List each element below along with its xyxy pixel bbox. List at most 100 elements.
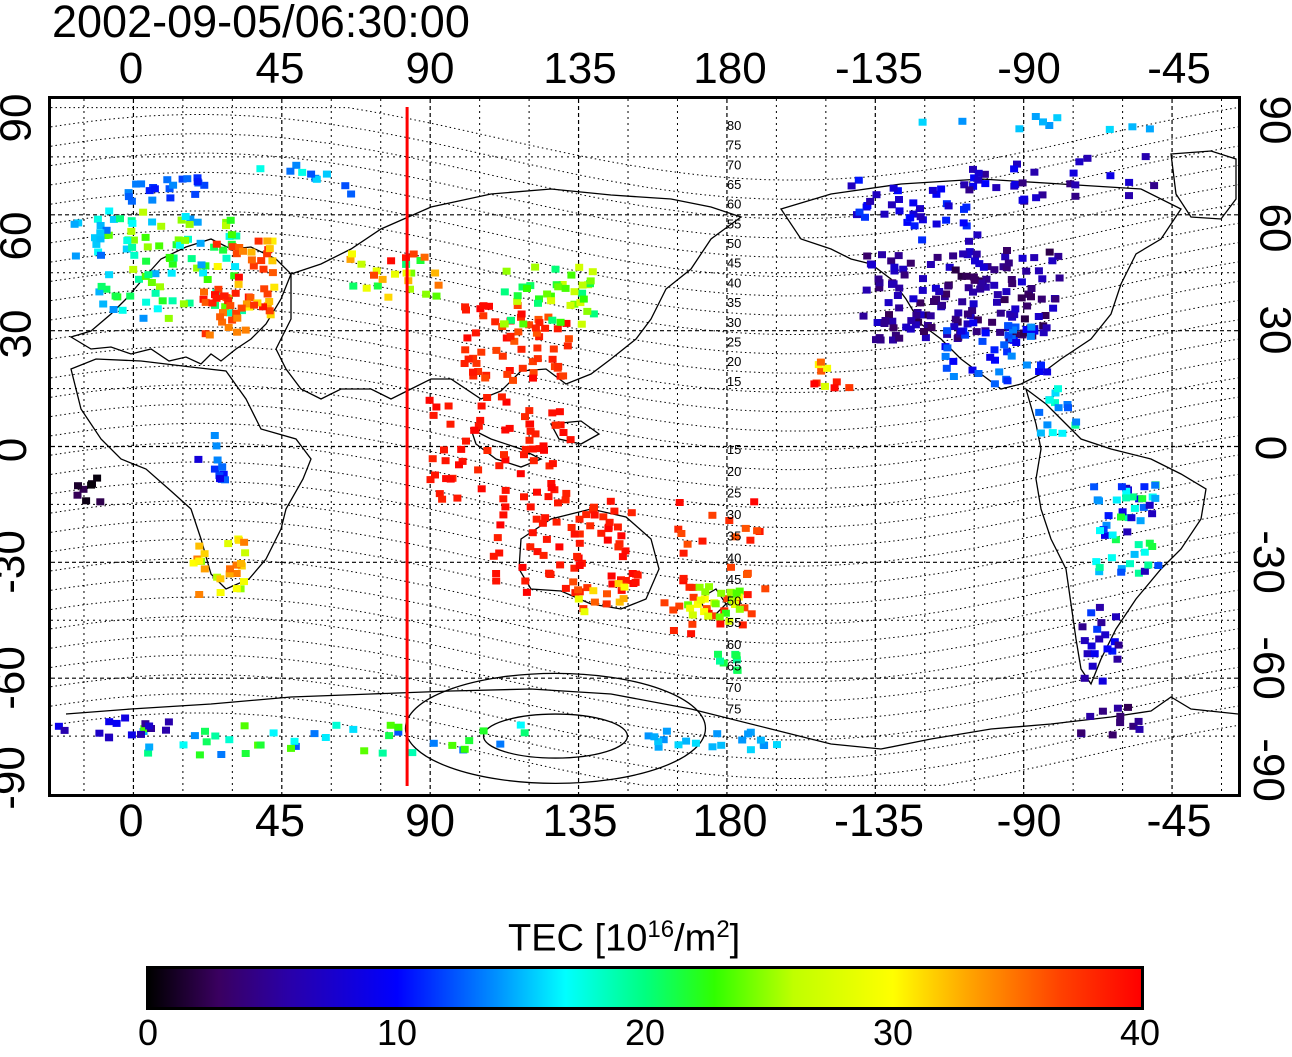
tec-cell [1087,642,1096,650]
tec-cell [1030,327,1039,335]
tec-cell [1004,259,1013,267]
tec-cell [878,251,886,259]
tec-cell [889,184,898,192]
tec-cell [1141,153,1150,161]
tec-cell [810,380,819,388]
tec-cell [455,461,463,469]
south-pole-contour [482,713,629,759]
tec-cell [605,518,614,526]
tec-cell [502,398,511,406]
tec-cell [228,243,237,251]
tec-cell [1080,637,1089,645]
tec-cell [428,455,437,463]
tec-cell [562,319,571,327]
tec-cell [216,475,224,483]
tec-cell [233,314,242,322]
tec-cell [92,240,101,248]
tec-cell [469,372,478,380]
tec-cell [1090,650,1099,658]
tec-cell [726,588,735,596]
bottom-lon-tick: 45 [254,795,306,846]
tec-cell [991,356,999,364]
tec-cell [1071,192,1080,200]
tec-cell [621,547,630,555]
tec-cell [123,237,132,245]
tec-cell [687,630,696,638]
tec-cell [683,540,692,548]
tec-cell [981,180,990,188]
tec-cell [158,297,167,305]
tec-cell [738,736,747,744]
tec-cell [1098,707,1107,715]
tec-cell [105,271,114,279]
tec-cell [499,495,508,503]
tec-cell [899,265,908,273]
tec-cell [503,370,512,378]
tec-cell [1116,719,1125,727]
tec-cell [959,250,968,258]
tec-cell [554,362,563,370]
tec-cell [142,298,151,306]
tec-cell [151,270,160,278]
tec-cell [979,263,988,271]
tec-cell [950,323,959,331]
tec-cell [1055,274,1064,282]
tec-cell [976,285,985,293]
tec-cell [1113,704,1122,712]
tec-cell [111,292,120,300]
tec-cell [194,455,203,463]
tec-cell [233,328,242,336]
tec-cell [235,244,244,251]
tec-cell [535,333,544,341]
tec-cell [583,307,592,315]
tec-cell [1135,725,1144,733]
tec-cell [717,741,726,749]
tec-cell [746,536,755,544]
tec-cell [895,284,904,292]
tec-cell [1002,264,1011,272]
tec-cell [373,282,382,290]
tec-cell [909,295,918,303]
tec-cell [268,237,277,245]
tec-cell [127,731,136,739]
tec-cell [347,190,356,198]
tec-cell [460,360,469,367]
tec-cell [506,332,515,340]
tec-cell [102,226,111,234]
contour-label: 65 [727,177,741,192]
tec-cell [970,174,979,182]
tec-cell [660,599,669,607]
tec-cell [1003,377,1012,385]
tec-cell [432,403,441,411]
tec-cell [575,530,584,538]
tec-cell [728,597,737,605]
tec-cell [1095,568,1104,576]
tec-cell [889,336,897,344]
tec-cell [181,213,190,220]
tec-cell [919,275,927,283]
tec-cell [147,279,156,286]
top-lon-tick: 135 [543,44,617,93]
tec-cell [981,283,990,291]
tec-cell [474,466,483,474]
tec-cell [1043,368,1052,376]
tec-cell [231,263,240,271]
tec-cell [132,180,141,188]
tec-cell [522,588,531,596]
magnetic-contour [51,673,1238,760]
tec-cell [674,525,683,533]
tec-cell [518,283,527,291]
tec-cell [1086,712,1095,720]
tec-cell [1148,543,1157,550]
tec-cell [157,222,166,230]
tec-cell [128,219,137,227]
tec-cell [265,307,274,315]
tec-cell [1136,517,1145,525]
tec-cell [1004,322,1013,330]
tec-cell [732,652,741,660]
tec-cell [203,276,212,283]
tec-cell [1001,253,1010,261]
tec-cell [1007,352,1016,360]
tec-cell [1010,331,1019,339]
tec-cell [548,316,557,324]
